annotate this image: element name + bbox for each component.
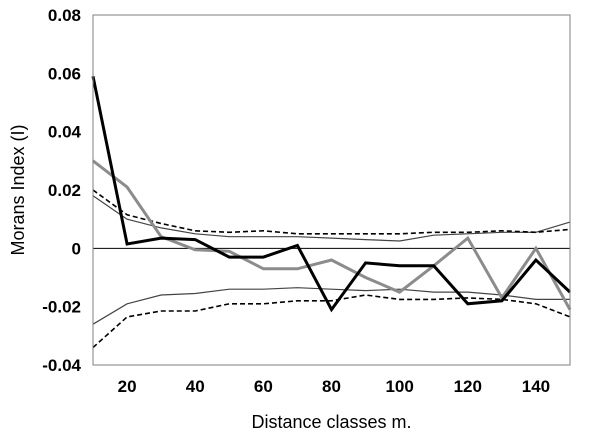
- series-line-3: [92, 195, 571, 242]
- y-axis: -0.04 -0.02 0 0.02 0.04 0.06 0.08: [42, 6, 81, 375]
- series-layer: [91, 76, 572, 349]
- x-axis: 20 40 60 80 100 120 140: [118, 377, 551, 396]
- x-axis-title: Distance classes m.: [251, 412, 411, 432]
- x-tick-label: 20: [118, 377, 137, 396]
- x-tick-label: 60: [254, 377, 273, 396]
- y-tick-label: -0.04: [42, 356, 81, 375]
- x-tick-label: 40: [186, 377, 205, 396]
- y-tick-label: 0.02: [48, 181, 81, 200]
- x-tick-label: 120: [454, 377, 482, 396]
- y-tick-label: 0.06: [48, 64, 81, 83]
- x-tick-label: 140: [522, 377, 550, 396]
- series-line-6: [92, 294, 571, 349]
- y-tick-label: 0: [72, 239, 81, 258]
- y-tick-label: 0.08: [48, 6, 81, 25]
- x-tick-label: 100: [385, 377, 413, 396]
- series-line-2: [92, 159, 572, 311]
- series-line-4: [92, 189, 571, 235]
- series-line-1: [91, 76, 572, 313]
- plot-frame: [92, 14, 571, 366]
- y-tick-label: 0.04: [48, 123, 82, 142]
- x-tick-label: 80: [322, 377, 341, 396]
- series-line-5: [92, 287, 570, 325]
- y-axis-title: Morans Index (I): [8, 124, 28, 255]
- y-tick-label: -0.02: [42, 298, 81, 317]
